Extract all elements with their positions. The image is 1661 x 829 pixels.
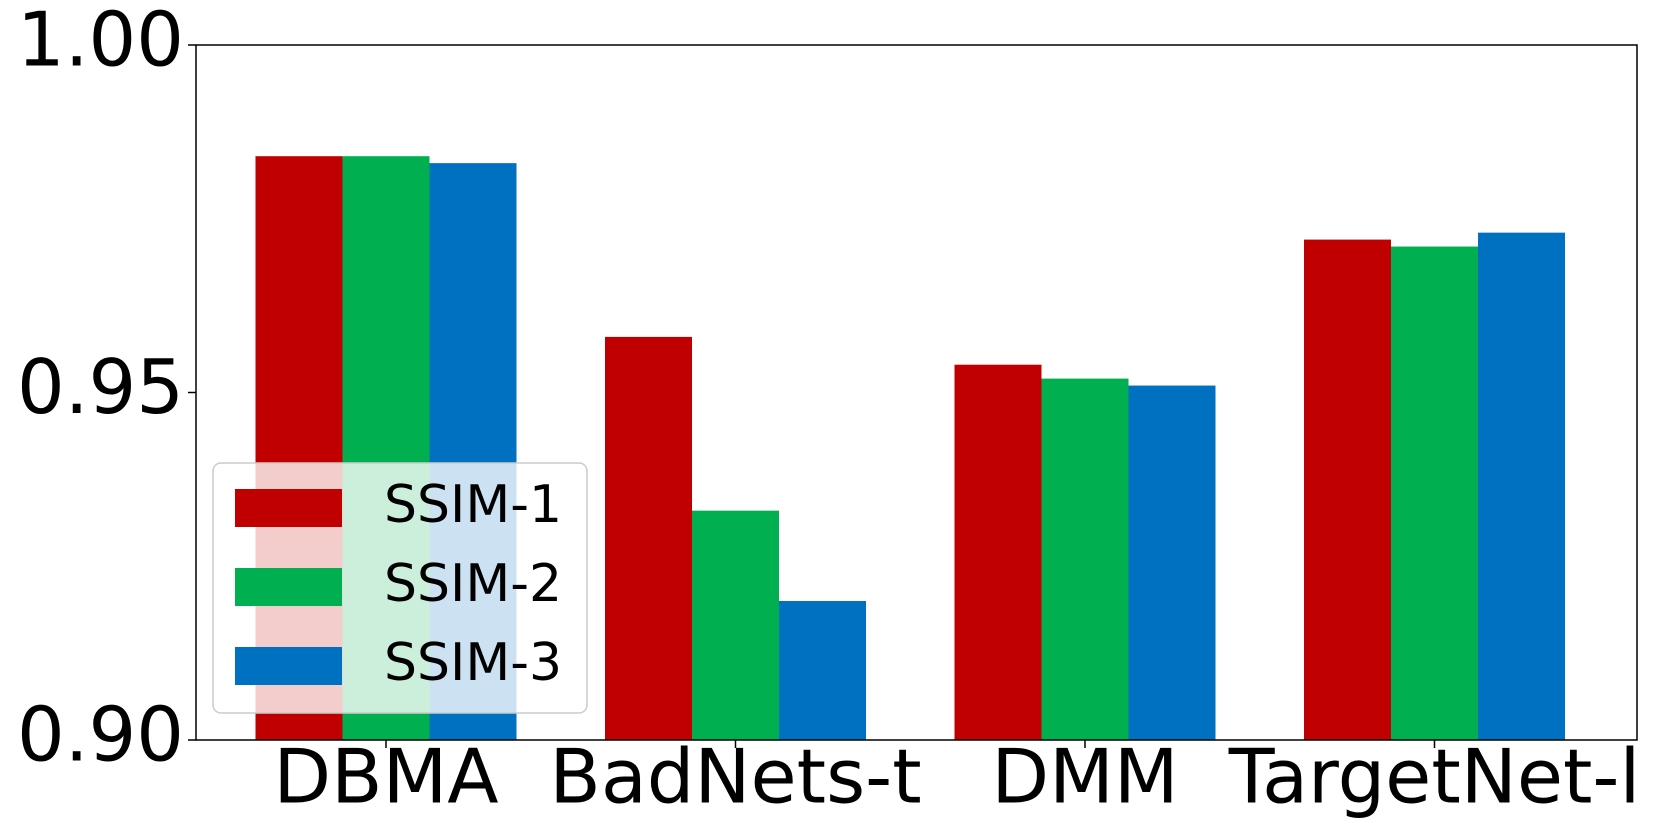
bar xyxy=(1041,378,1129,740)
y-tick-label: 0.95 xyxy=(17,343,184,431)
y-tick-label: 1.00 xyxy=(17,0,184,84)
bar xyxy=(1478,232,1565,740)
bar xyxy=(1304,239,1391,740)
bar xyxy=(692,510,779,740)
bar xyxy=(1128,385,1216,740)
legend-swatch xyxy=(235,568,342,606)
x-tick-label: TargetNet-l xyxy=(1228,733,1641,821)
x-tick-label: DMM xyxy=(991,733,1178,821)
x-tick-label: DBMA xyxy=(273,733,498,821)
legend-label: SSIM-3 xyxy=(384,633,562,693)
legend-swatch xyxy=(235,647,342,685)
bar xyxy=(779,601,866,740)
legend: SSIM-1 SSIM-2 SSIM-3 xyxy=(212,462,588,714)
bar xyxy=(954,364,1042,740)
legend-swatch xyxy=(235,489,342,527)
legend-label: SSIM-1 xyxy=(384,475,562,535)
plot-frame xyxy=(195,44,1638,741)
bar xyxy=(1391,246,1478,741)
bar xyxy=(605,336,692,740)
x-tick-label: BadNets-t xyxy=(549,733,921,821)
legend-label: SSIM-2 xyxy=(384,554,562,614)
y-tick-label: 0.90 xyxy=(17,691,184,779)
